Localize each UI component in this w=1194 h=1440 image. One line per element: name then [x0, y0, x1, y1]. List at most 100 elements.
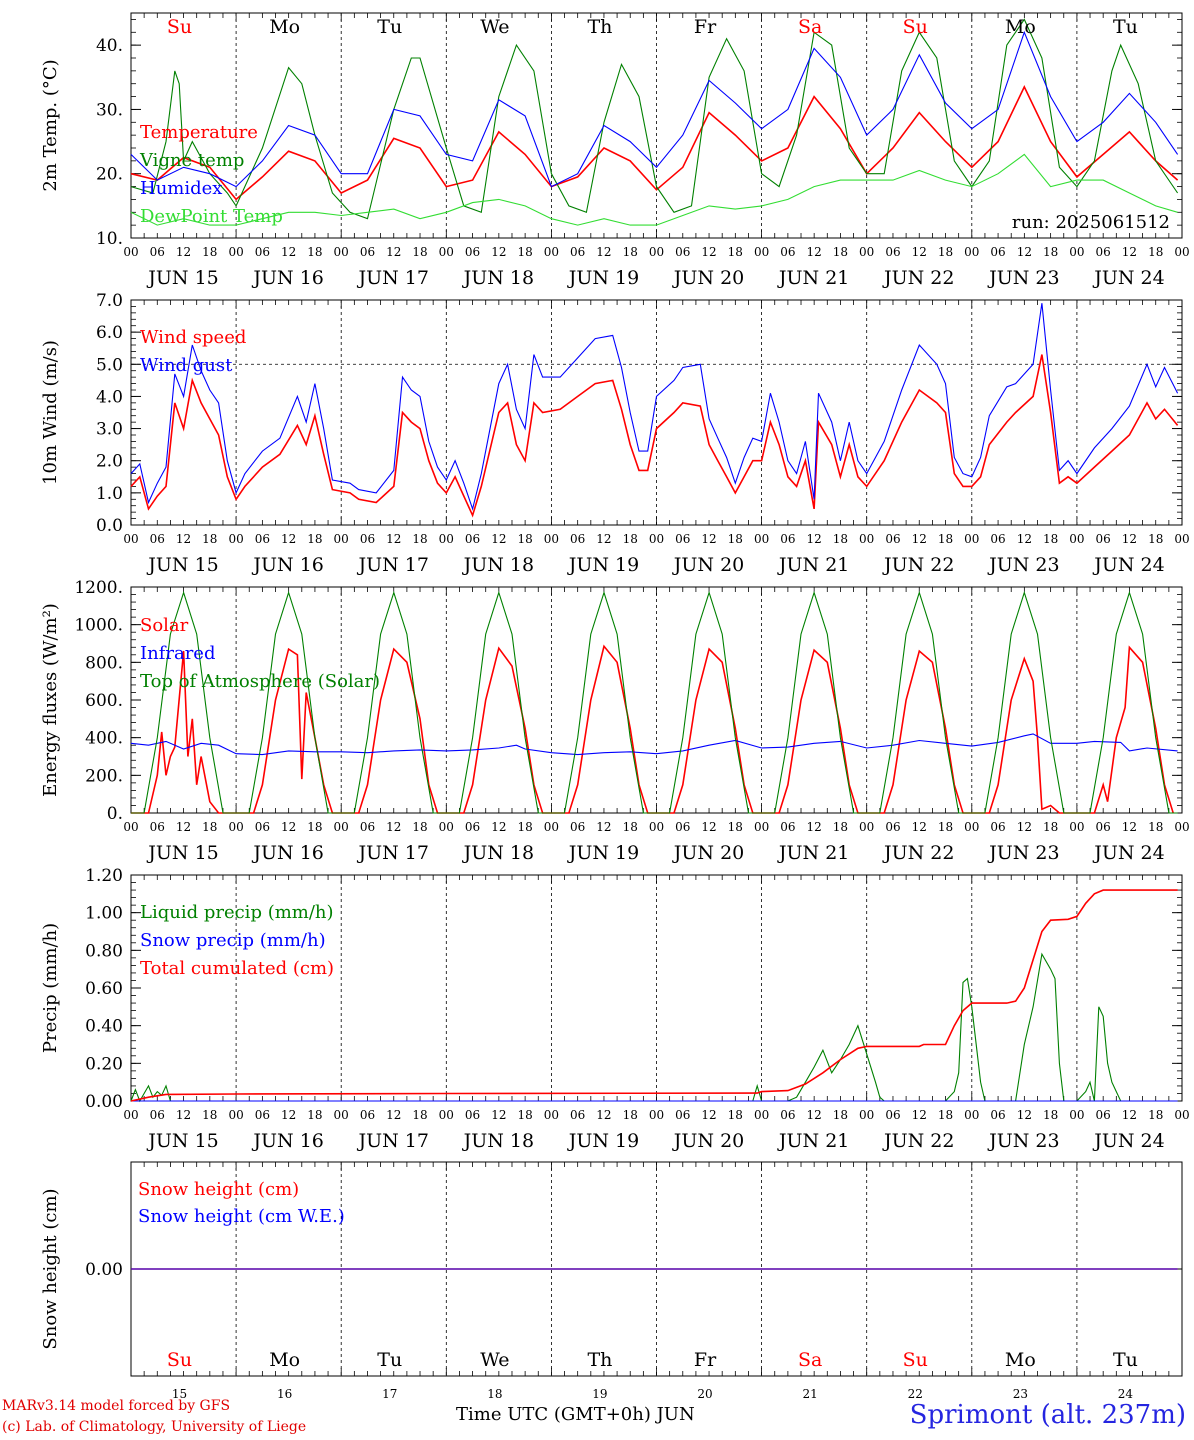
hour-label: 00 [544, 245, 559, 259]
hour-label: 06 [465, 820, 480, 834]
hour-label: 00 [544, 1108, 559, 1122]
hour-label: 00 [649, 820, 664, 834]
hour-label: 12 [701, 532, 716, 546]
temp-panel: 10. 20. 30. 40. 2m Temp. (°C) Temperature Vign… [40, 12, 1190, 289]
hour-label: 06 [675, 245, 690, 259]
hour-label: 18 [517, 245, 532, 259]
day-date-label: JUN 22 [882, 842, 954, 864]
hour-label: 06 [780, 532, 795, 546]
day-date-label: JUN 17 [357, 554, 429, 576]
hour-label: 06 [885, 245, 900, 259]
hour-label: 12 [807, 532, 822, 546]
precip-panel: 0.00 0.20 0.40 0.60 0.80 1.00 1.20 Precip (mm/h… [40, 866, 1190, 1152]
y-tick-label: 1200. [74, 578, 123, 598]
series-line-temperature [130, 85, 1179, 201]
y-axis-label: Precip (mm/h) [40, 923, 61, 1053]
model-credit: MARv3.14 model forced by GFS [2, 1398, 231, 1414]
hour-label: 06 [780, 245, 795, 259]
day-date-label: JUN 20 [672, 267, 744, 289]
hour-label: 00 [1174, 820, 1189, 834]
hour-label: 00 [123, 532, 138, 546]
day-date-label: JUN 19 [567, 842, 639, 864]
time-axis-label: Time UTC (GMT+0h) JUN [456, 1404, 695, 1425]
y-axis-label: 10m Wind (m/s) [40, 340, 61, 485]
hour-label: 12 [386, 1108, 401, 1122]
hour-label: 06 [255, 245, 270, 259]
day-date-label: JUN 16 [251, 842, 323, 864]
day-date-label: JUN 24 [1092, 267, 1164, 289]
hour-label: 12 [596, 245, 611, 259]
hour-label: 00 [649, 245, 664, 259]
hour-label: 06 [465, 532, 480, 546]
legend-entry: Wind speed [140, 327, 246, 348]
hour-label: 00 [439, 532, 454, 546]
weekday-label-top: Mo [1005, 16, 1036, 38]
hour-label: 06 [990, 1108, 1005, 1122]
y-tick-label: 2.0 [96, 452, 123, 472]
weekday-label-bottom: Th [587, 1349, 612, 1371]
hour-label: 18 [412, 820, 427, 834]
weekday-label-top: Tu [377, 16, 402, 38]
hour-label: 00 [859, 532, 874, 546]
snow-panel: 0.00 Snow height (cm) Snow height (cm) Snow… [40, 1161, 1183, 1377]
weekday-label-bottom: Tu [1113, 1349, 1138, 1371]
hour-label: 00 [439, 820, 454, 834]
hour-label: 06 [255, 1108, 270, 1122]
y-tick-label: 0.80 [85, 941, 123, 961]
hour-label: 12 [386, 532, 401, 546]
weekday-label-top: Th [587, 16, 612, 38]
y-tick-label: 5.0 [96, 355, 123, 375]
hour-label: 12 [807, 820, 822, 834]
hour-label: 12 [1017, 820, 1032, 834]
hour-label: 00 [123, 245, 138, 259]
weekday-label-top: Su [167, 16, 192, 38]
hour-label: 06 [150, 532, 165, 546]
day-date-label: JUN 18 [462, 842, 534, 864]
series-line-top-of-atmosphere-solar- [131, 590, 1178, 814]
hour-label: 06 [885, 1108, 900, 1122]
weekday-label-bottom: Sa [798, 1349, 822, 1371]
day-date-label: JUN 20 [672, 554, 744, 576]
day-date-label: JUN 17 [357, 842, 429, 864]
hour-label: 00 [334, 1108, 349, 1122]
legend-entry: Snow height (cm) [138, 1179, 299, 1200]
day-date-label: JUN 19 [567, 267, 639, 289]
legend-entry: Solar [140, 615, 189, 636]
y-tick-label: 6.0 [96, 323, 123, 343]
hour-label: 00 [228, 820, 243, 834]
day-date-label: JUN 15 [146, 554, 218, 576]
hour-label: 12 [912, 1108, 927, 1122]
day-date-label: JUN 20 [672, 842, 744, 864]
hour-label: 18 [728, 1108, 743, 1122]
hour-label: 06 [990, 532, 1005, 546]
day-number-label: 18 [487, 1387, 502, 1401]
hour-label: 06 [150, 245, 165, 259]
weekday-label-top: Mo [269, 16, 300, 38]
weekday-label-bottom: Su [167, 1349, 192, 1371]
hour-label: 06 [570, 1108, 585, 1122]
hour-label: 18 [1148, 532, 1163, 546]
hour-label: 18 [728, 245, 743, 259]
legend-entry: Total cumulated (cm) [140, 958, 334, 979]
hour-label: 18 [307, 1108, 322, 1122]
y-tick-label: 20. [96, 165, 123, 185]
hour-label: 06 [255, 820, 270, 834]
day-date-label: JUN 17 [357, 267, 429, 289]
hour-label: 12 [176, 1108, 191, 1122]
day-date-label: JUN 21 [777, 554, 849, 576]
hour-label: 06 [990, 820, 1005, 834]
day-number-label: 23 [1013, 1387, 1028, 1401]
hour-label: 12 [1122, 1108, 1137, 1122]
hour-label: 12 [596, 532, 611, 546]
hour-label: 18 [938, 820, 953, 834]
legend-entry: Wind gust [140, 355, 233, 376]
hour-label: 18 [833, 245, 848, 259]
hour-label: 18 [1043, 245, 1058, 259]
weekday-label-top: Sa [798, 16, 822, 38]
hour-label: 00 [964, 820, 979, 834]
weekday-label-bottom: Su [903, 1349, 928, 1371]
day-date-label: JUN 23 [987, 842, 1059, 864]
legend-entry: Snow precip (mm/h) [140, 930, 326, 951]
hour-label: 06 [1096, 1108, 1111, 1122]
day-date-label: JUN 23 [987, 1130, 1059, 1152]
